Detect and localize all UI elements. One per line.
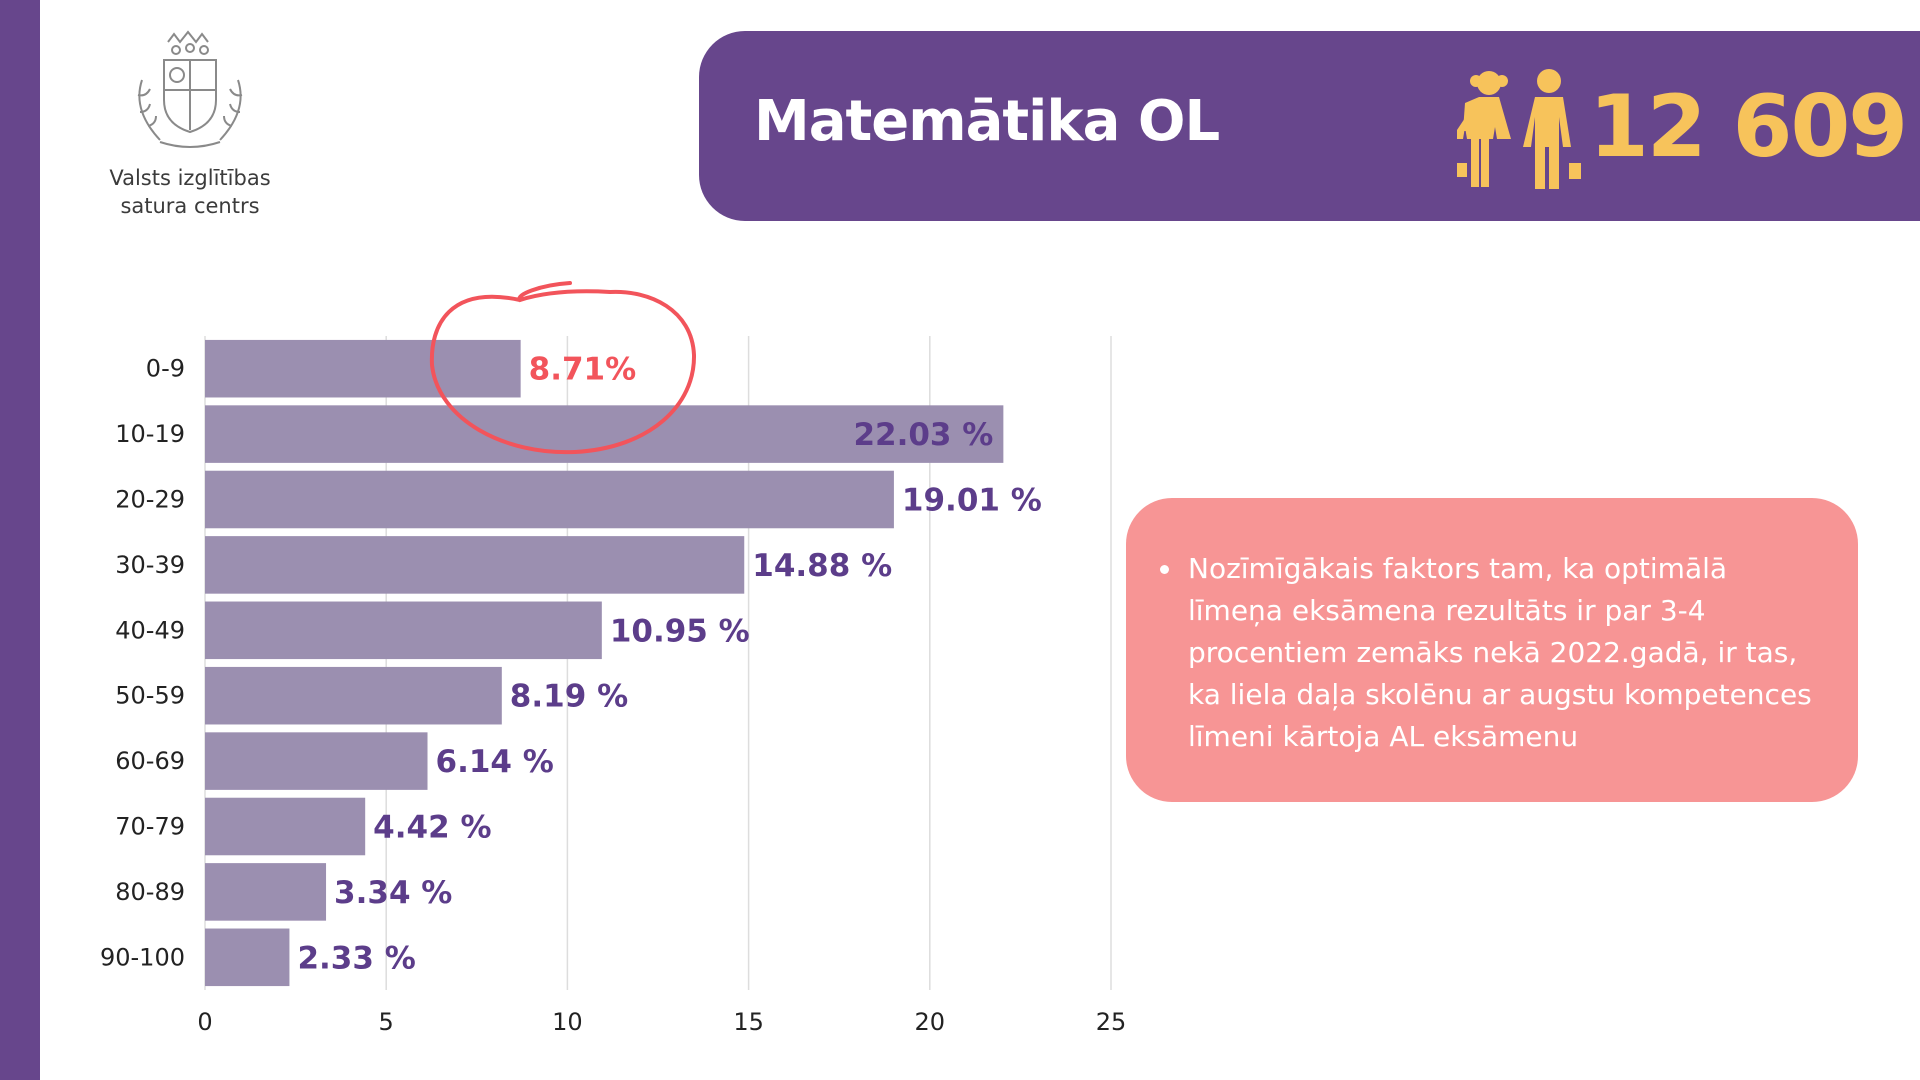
- x-tick-label: 0: [197, 1008, 212, 1036]
- note-text-container: Nozīmīgākais faktors tam, ka optimālā lī…: [1160, 548, 1828, 758]
- students-icon: [1457, 69, 1581, 189]
- bullet-icon: [1160, 565, 1169, 574]
- y-category-label: 90-100: [100, 943, 185, 971]
- y-category-label: 50-59: [115, 682, 185, 710]
- page-title: Matemātika OL: [754, 89, 1220, 154]
- data-label: 14.88 %: [752, 548, 892, 584]
- data-label: 4.42 %: [373, 810, 491, 846]
- student-count: 12 609: [1589, 77, 1908, 177]
- data-label: 2.33 %: [297, 940, 415, 976]
- highlight-circle-annotation: [429, 281, 697, 455]
- explanation-note: Nozīmīgākais faktors tam, ka optimālā lī…: [1126, 498, 1858, 802]
- y-category-label: 80-89: [115, 878, 185, 906]
- data-label: 10.95 %: [610, 613, 750, 649]
- org-name-line2: satura centrs: [120, 194, 260, 218]
- bar: [205, 601, 602, 660]
- left-accent-bar: [0, 0, 40, 1080]
- y-category-label: 20-29: [115, 486, 185, 514]
- org-name-line1: Valsts izglītības: [109, 166, 271, 190]
- bar: [205, 732, 428, 790]
- bar: [205, 470, 894, 529]
- bar: [205, 536, 745, 594]
- y-category-label: 30-39: [115, 551, 185, 579]
- note-text: Nozīmīgākais faktors tam, ka optimālā lī…: [1188, 552, 1812, 753]
- x-tick-label: 15: [733, 1008, 764, 1036]
- data-label: 19.01 %: [902, 483, 1042, 519]
- header-banner: Matemātika OL 12 609: [699, 31, 1920, 221]
- bar: [205, 405, 1004, 463]
- data-label: 8.19 %: [510, 679, 628, 715]
- logo: Valsts izglītības satura centrs: [105, 20, 275, 230]
- x-tick-label: 25: [1096, 1008, 1127, 1036]
- y-category-label: 0-9: [146, 355, 185, 383]
- y-category-label: 70-79: [115, 813, 185, 841]
- bar: [205, 928, 290, 987]
- data-label: 22.03 %: [853, 417, 993, 453]
- bar: [205, 797, 366, 856]
- y-category-label: 60-69: [115, 747, 185, 775]
- x-tick-label: 20: [915, 1008, 946, 1036]
- data-label: 6.14 %: [436, 744, 554, 780]
- bar: [205, 863, 327, 921]
- bar: [205, 666, 502, 725]
- data-label: 3.34 %: [334, 875, 452, 911]
- y-category-label: 10-19: [115, 420, 185, 448]
- y-category-label: 40-49: [115, 616, 185, 644]
- x-tick-label: 10: [552, 1008, 583, 1036]
- coat-of-arms-icon: [137, 30, 243, 148]
- data-label: 8.71%: [529, 352, 637, 388]
- bar: [205, 339, 521, 398]
- x-tick-label: 5: [379, 1008, 394, 1036]
